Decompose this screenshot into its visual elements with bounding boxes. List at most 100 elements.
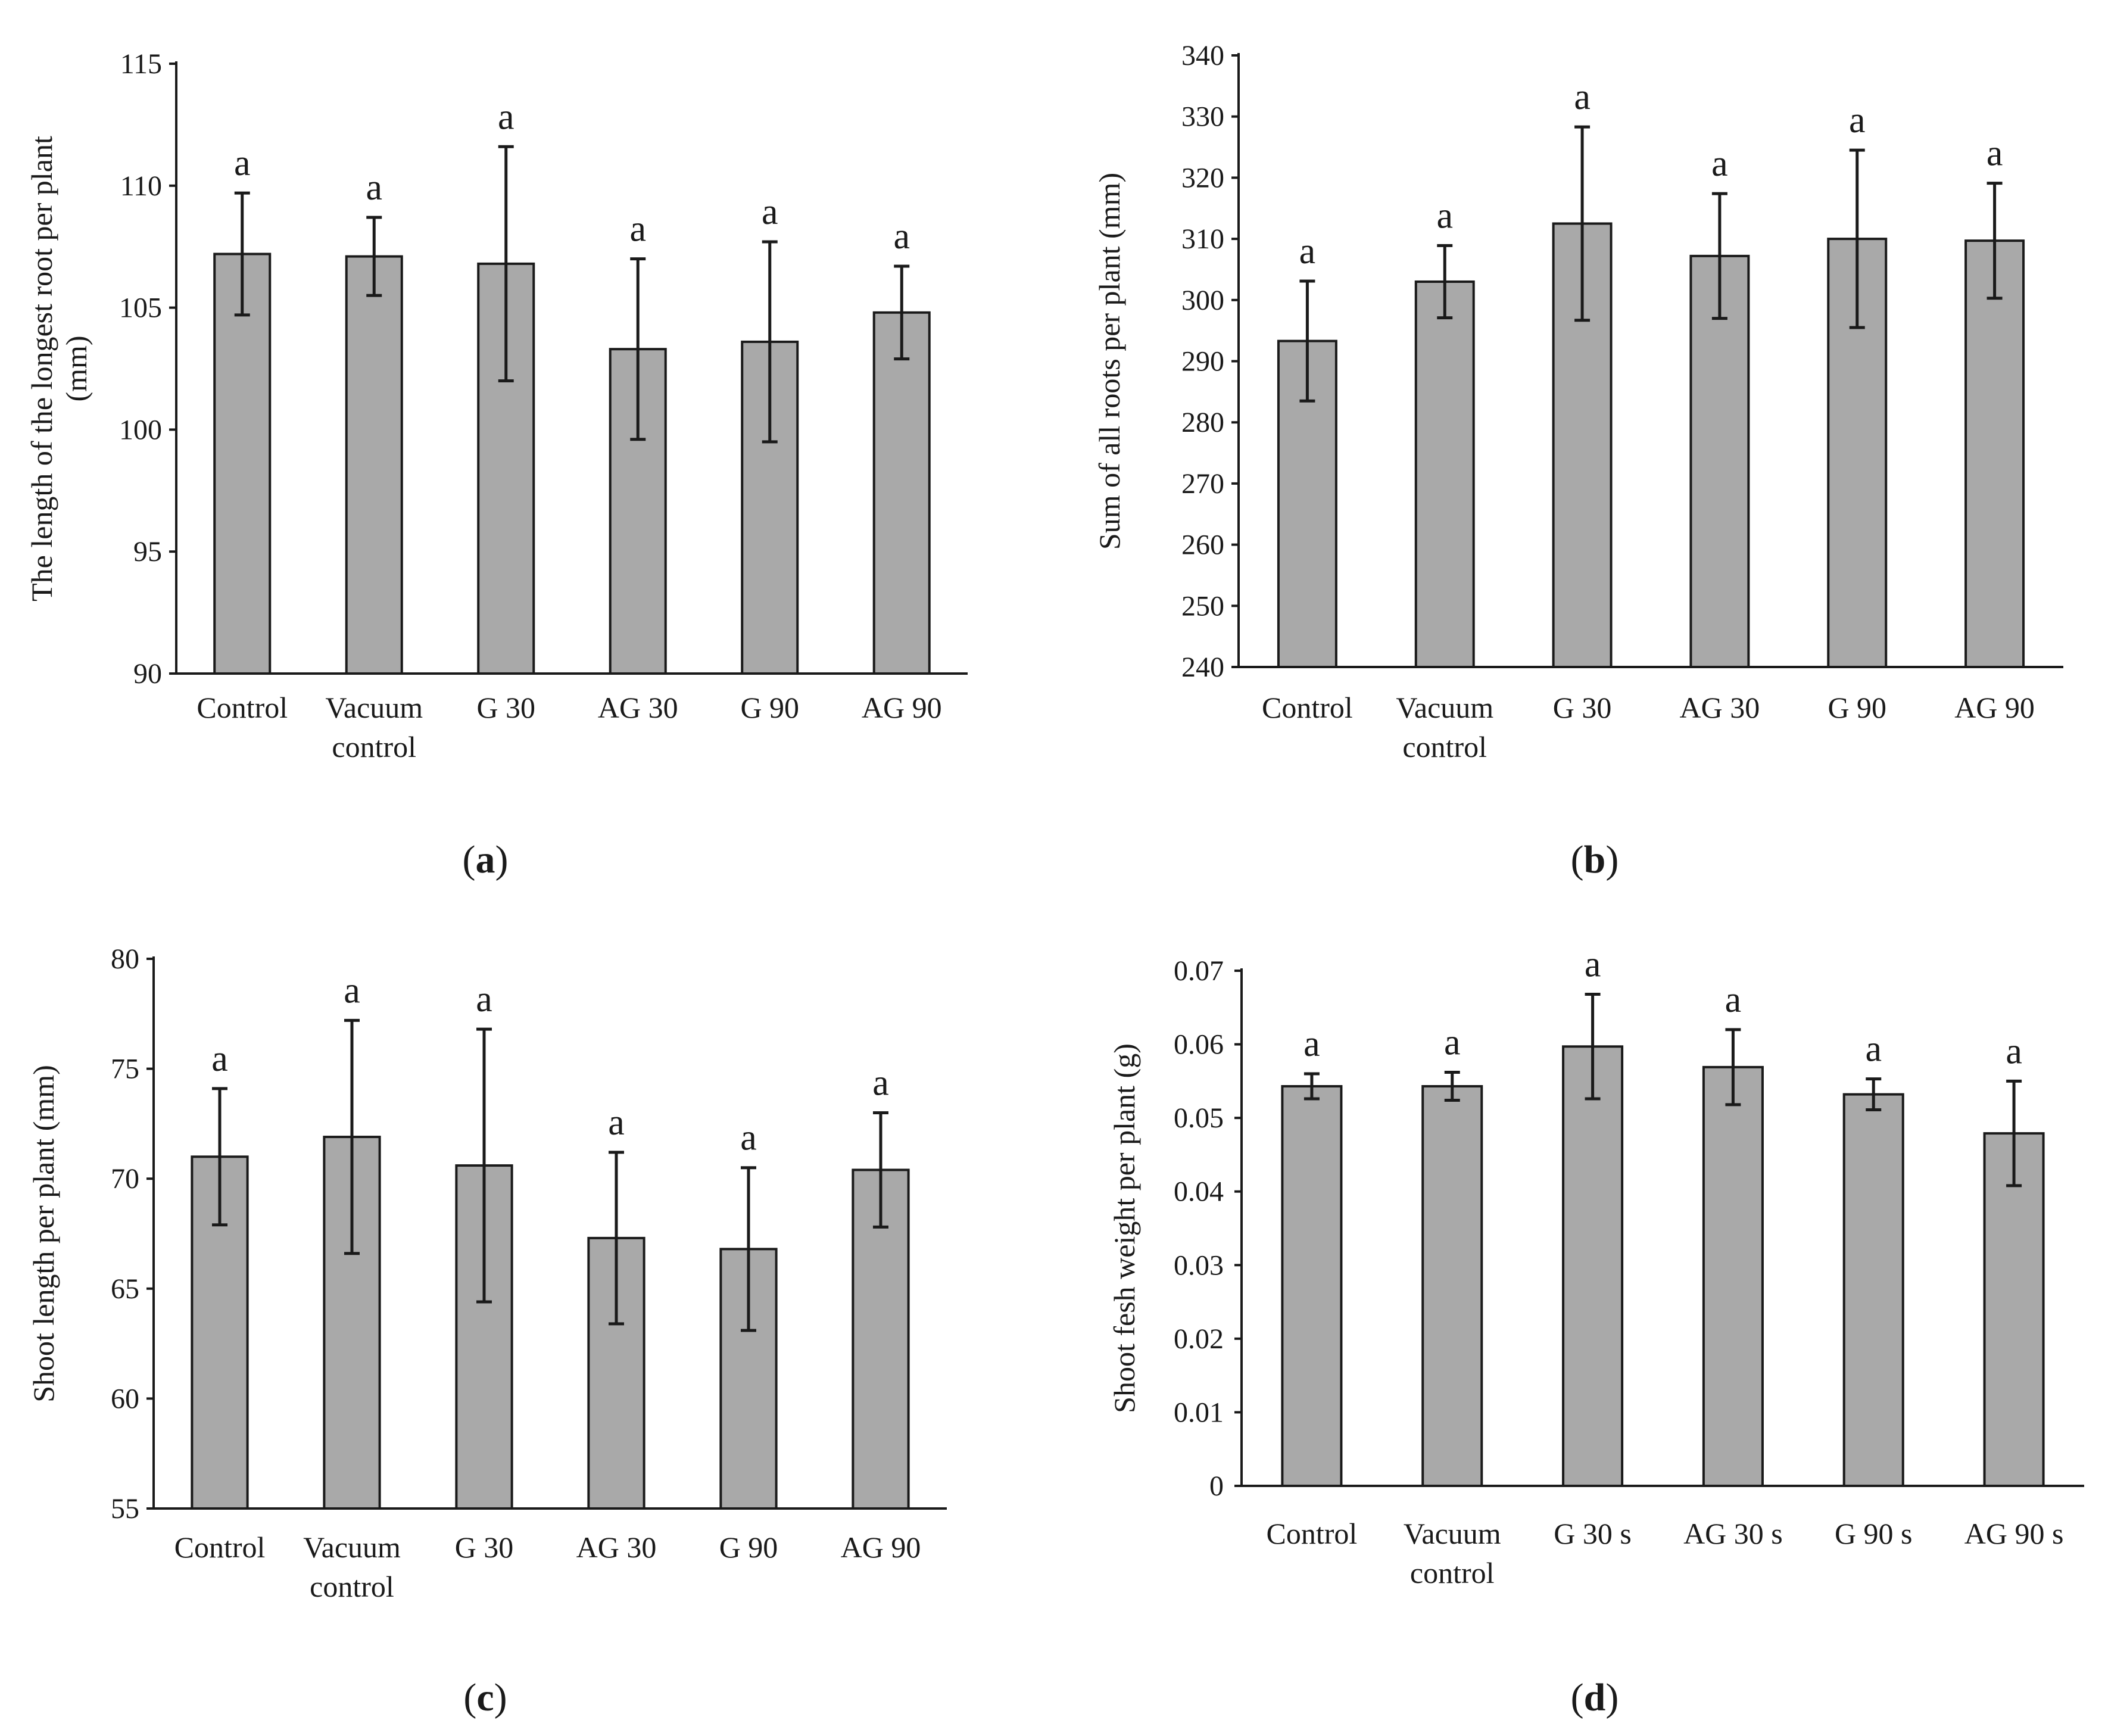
x-category-label: AG 30 bbox=[598, 691, 678, 724]
y-tick-label: 340 bbox=[1181, 40, 1224, 71]
significance-letter: a bbox=[608, 1102, 625, 1143]
chart-panel-c: 55 60 65 70 75 80 Shoot length per plant (mm) a… bbox=[27, 943, 947, 1603]
y-tick-label: 0 bbox=[1209, 1470, 1224, 1502]
x-category-label: G 90 bbox=[1828, 691, 1886, 724]
chart-panel-b: 240 250 260 270 280 290 300 310 320 330 340 Sum of … bbox=[1093, 40, 2063, 763]
x-category-label-line: Vacuum bbox=[325, 691, 423, 724]
y-tick-label: 0.02 bbox=[1174, 1323, 1224, 1355]
x-category-label-line: G 90 s bbox=[1835, 1517, 1913, 1550]
y-tick-label: 105 bbox=[119, 292, 162, 324]
x-category-label-line: control bbox=[1410, 1556, 1495, 1589]
y-tick-label: 65 bbox=[111, 1273, 139, 1305]
x-category-label: Vacuum control bbox=[1404, 1517, 1501, 1589]
significance-letter: a bbox=[1303, 1024, 1320, 1064]
x-category-label-line: AG 30 bbox=[1680, 691, 1760, 724]
x-category-label-line: control bbox=[1402, 730, 1487, 763]
y-tick-label: 80 bbox=[111, 943, 139, 975]
y-tick-label: 240 bbox=[1181, 652, 1224, 683]
y-tick-label: 270 bbox=[1181, 468, 1224, 500]
significance-letter: a bbox=[498, 96, 514, 137]
y-tick-label: 0.07 bbox=[1174, 955, 1224, 987]
significance-letter: a bbox=[629, 209, 646, 250]
bar-1 bbox=[1277, 339, 1337, 668]
x-category-label: Vacuum control bbox=[1396, 691, 1493, 763]
y-tick-label: 0.04 bbox=[1174, 1176, 1224, 1208]
bar-6 bbox=[1983, 1132, 2045, 1488]
significance-letter: a bbox=[2006, 1031, 2022, 1071]
x-category-label-line: AG 90 bbox=[862, 691, 942, 724]
bar-4 bbox=[609, 348, 667, 675]
y-tick-label: 260 bbox=[1181, 529, 1224, 561]
x-category-label-line: Vacuum bbox=[1396, 691, 1493, 724]
x-category-label-line: AG 30 bbox=[598, 691, 678, 724]
significance-letter: a bbox=[1436, 195, 1453, 236]
y-tick-label: 0.01 bbox=[1174, 1397, 1224, 1428]
y-tick-label: 250 bbox=[1181, 590, 1224, 622]
x-category-label: G 90 s bbox=[1835, 1517, 1913, 1550]
significance-letter: a bbox=[366, 167, 382, 208]
x-category-label: G 90 bbox=[719, 1531, 778, 1564]
bar-5 bbox=[1842, 1093, 1904, 1487]
x-category-label: AG 90 s bbox=[1964, 1517, 2064, 1550]
x-category-label-line: Control bbox=[1262, 691, 1353, 724]
y-tick-label: 280 bbox=[1181, 407, 1224, 438]
significance-letter: a bbox=[1711, 144, 1728, 184]
x-category-label: G 30 bbox=[1553, 691, 1612, 724]
x-category-label-line: AG 30 s bbox=[1683, 1517, 1783, 1550]
bar-4 bbox=[1702, 1065, 1764, 1487]
y-tick-label: 55 bbox=[111, 1493, 139, 1525]
x-category-label-line: Control bbox=[197, 691, 288, 724]
panel-label-a: (a) bbox=[463, 838, 509, 881]
x-category-label: Control bbox=[197, 691, 288, 724]
x-category-label: G 90 bbox=[740, 691, 799, 724]
bar-1 bbox=[1281, 1085, 1343, 1488]
x-category-label-line: Vacuum bbox=[1404, 1517, 1501, 1550]
bar-6 bbox=[872, 311, 931, 675]
y-tick-label: 320 bbox=[1181, 162, 1224, 194]
x-category-label-line: Control bbox=[1267, 1517, 1358, 1550]
y-axis-label: Shoot fesh weight per plant (g) bbox=[1108, 1043, 1141, 1413]
significance-letter: a bbox=[1865, 1029, 1882, 1070]
y-tick-label: 70 bbox=[111, 1163, 139, 1195]
y-axis-label: Sum of all roots per plant (mm) bbox=[1093, 173, 1126, 550]
x-category-label-line: AG 30 bbox=[576, 1531, 657, 1564]
x-category-label-line: G 90 bbox=[719, 1531, 778, 1564]
significance-letter: a bbox=[476, 979, 492, 1020]
y-tick-label: 75 bbox=[111, 1054, 139, 1085]
bar-3 bbox=[455, 1164, 513, 1510]
bar-4 bbox=[1689, 254, 1750, 668]
x-category-label: Vacuum control bbox=[325, 691, 423, 763]
x-category-label: Control bbox=[1262, 691, 1353, 724]
y-axis-label: Shoot length per plant (mm) bbox=[27, 1065, 60, 1402]
y-tick-label: 90 bbox=[133, 658, 162, 690]
bar-1 bbox=[213, 253, 272, 675]
y-axis-label-line: Shoot length per plant (mm) bbox=[27, 1065, 60, 1402]
x-category-label-line: AG 90 s bbox=[1964, 1517, 2064, 1550]
significance-letter: a bbox=[1987, 133, 2003, 174]
y-tick-label: 95 bbox=[133, 536, 162, 568]
significance-letter: a bbox=[1444, 1023, 1461, 1063]
panel-label-c: (c) bbox=[463, 1676, 507, 1719]
y-tick-label: 60 bbox=[111, 1383, 139, 1414]
x-category-label: AG 30 bbox=[576, 1531, 657, 1564]
x-category-label: AG 90 bbox=[1954, 691, 2035, 724]
significance-letter: a bbox=[1585, 945, 1601, 985]
x-category-label: Vacuum control bbox=[303, 1531, 401, 1603]
y-axis-label-line: Shoot fesh weight per plant (g) bbox=[1108, 1043, 1141, 1413]
x-category-label: Control bbox=[1267, 1517, 1358, 1550]
y-tick-label: 100 bbox=[119, 414, 162, 445]
y-axis-label-line: Sum of all roots per plant (mm) bbox=[1093, 173, 1126, 550]
bar-2 bbox=[345, 255, 403, 675]
panel-label-b: (b) bbox=[1571, 838, 1619, 881]
significance-letter: a bbox=[893, 216, 910, 257]
x-category-label: G 30 bbox=[455, 1531, 514, 1564]
x-category-label-line: Control bbox=[174, 1531, 266, 1564]
significance-letter: a bbox=[234, 143, 251, 183]
bar-2 bbox=[1421, 1085, 1483, 1488]
significance-letter: a bbox=[740, 1118, 757, 1158]
y-tick-label: 330 bbox=[1181, 101, 1224, 133]
x-category-label-line: control bbox=[310, 1570, 394, 1603]
x-category-label-line: AG 90 bbox=[1954, 691, 2035, 724]
x-category-label: G 30 bbox=[476, 691, 535, 724]
chart-panel-d: 0 0.01 0.02 0.03 0.04 0.05 0.06 0.07 Shoot fesh … bbox=[1108, 945, 2084, 1589]
